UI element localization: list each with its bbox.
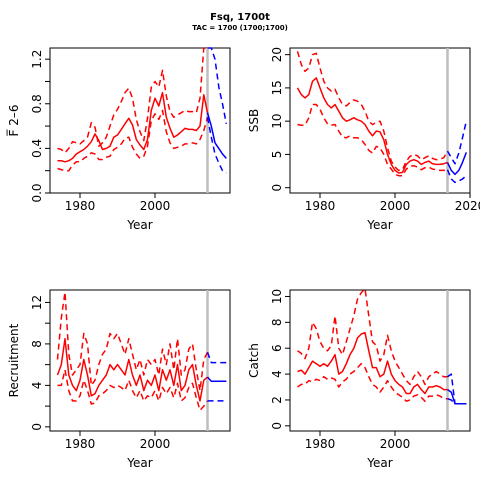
y-axis-label-ssb: SSB (247, 109, 261, 132)
x-axis-label-ssb: Year (366, 218, 392, 232)
figure-title: Fsq, 1700t (210, 12, 270, 23)
y-tick-label-ssb: 5 (270, 151, 284, 159)
panel-catch: 1980 2000 0 2 4 6 8 10 Year Catch (247, 287, 471, 470)
series-fc_lower-catch (447, 397, 467, 405)
y-tick-label-catch: 4 (270, 370, 284, 378)
series-upper-fbar (57, 47, 208, 154)
series-fc_lower-ssb (446, 169, 467, 184)
x-tick-label-catch: 2000 (380, 437, 411, 451)
y-tick-label-recruitment: 12 (30, 295, 44, 310)
series-median-ssb (296, 77, 448, 174)
series-fc_median-recruitment (206, 376, 227, 382)
series-fc_median-catch (447, 388, 467, 405)
y-tick-label-fbar: 0.8 (30, 94, 44, 113)
x-tick-label-fbar: 1980 (65, 199, 96, 213)
x-tick-label-recruitment: 1980 (65, 437, 96, 451)
y-tick-label-fbar: 0.4 (30, 139, 44, 158)
y-tick-label-catch: 2 (270, 396, 284, 404)
x-tick-label-ssb: 2000 (380, 199, 411, 213)
y-axis-label-fbar: F̅ 2–6 (6, 105, 21, 137)
y-tick-label-ssb: 10 (270, 114, 284, 129)
series-upper-catch (297, 287, 448, 386)
plot-frame-recruitment (49, 289, 231, 432)
series-fc_upper-ssb (446, 121, 468, 165)
y-tick-label-ssb: 15 (270, 80, 284, 95)
series-upper-recruitment (56, 291, 209, 392)
y-tick-label-ssb: 0 (270, 184, 284, 192)
series-fc_upper-recruitment (206, 351, 227, 364)
series-lower-fbar (57, 109, 209, 172)
x-tick-label-catch: 1980 (305, 437, 336, 451)
y-axis-label-recruitment: Recruitment (7, 323, 21, 397)
series-fc_lower-fbar (206, 117, 227, 174)
series-fc_upper-catch (447, 373, 467, 405)
panel-recruitment: 1980 2000 0 4 8 12 Year Recruitment (7, 289, 231, 470)
plot-frame-ssb (289, 47, 471, 194)
plot-frame-catch (289, 289, 471, 432)
series-fc_median-fbar (206, 112, 227, 159)
series-median-catch (297, 331, 448, 395)
y-tick-label-recruitment: 0 (30, 423, 44, 431)
y-tick-label-fbar: 0.0 (30, 183, 44, 202)
y-tick-label-recruitment: 4 (30, 382, 44, 390)
y-axis-label-catch: Catch (247, 343, 261, 378)
y-tick-label-catch: 0 (270, 422, 284, 430)
x-tick-label-ssb: 1980 (305, 199, 336, 213)
x-axis-label-catch: Year (366, 456, 392, 470)
plot-frame-fbar (49, 47, 231, 194)
x-axis-label-fbar: Year (126, 218, 152, 232)
series-lower-catch (297, 362, 448, 402)
panel-fbar: 1980 2000 0.0 0.4 0.8 1.2 Year F̅ 2–6 (6, 47, 231, 232)
x-tick-label-recruitment: 2000 (140, 437, 171, 451)
y-tick-label-recruitment: 8 (30, 340, 44, 348)
series-fc_upper-fbar (207, 47, 228, 124)
y-tick-label-fbar: 1.2 (30, 50, 44, 69)
y-tick-label-ssb: 20 (270, 47, 284, 62)
series-lower-recruitment (57, 369, 209, 412)
series-lower-ssb (297, 103, 448, 177)
x-tick-label-fbar: 2000 (140, 199, 171, 213)
x-axis-label-recruitment: Year (126, 456, 152, 470)
y-tick-label-catch: 6 (270, 344, 284, 352)
figure-subtitle: TAC = 1700 (1700;1700) (192, 24, 288, 32)
series-median-recruitment (56, 337, 208, 402)
y-tick-label-catch: 10 (270, 289, 284, 304)
series-upper-ssb (296, 51, 449, 172)
series-median-fbar (57, 91, 209, 163)
series-fc_median-ssb (446, 152, 468, 176)
y-tick-label-catch: 8 (270, 319, 284, 327)
